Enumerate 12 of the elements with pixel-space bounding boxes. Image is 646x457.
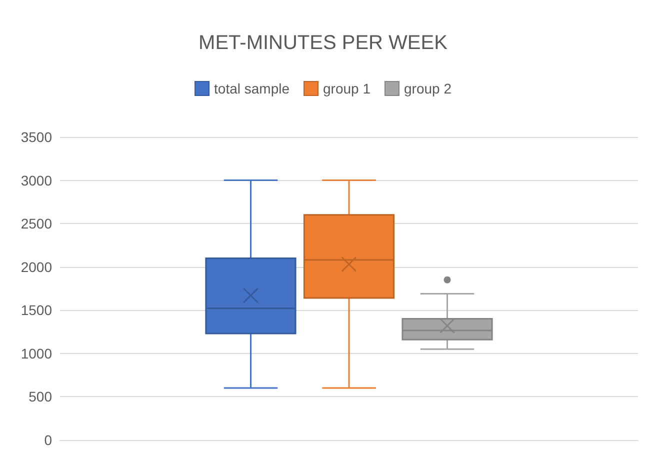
y-tick-label: 1500	[20, 302, 52, 318]
y-tick-label: 3500	[20, 129, 52, 145]
y-tick-label: 2500	[20, 216, 52, 232]
y-tick-label: 0	[44, 432, 52, 448]
y-tick-label: 500	[28, 388, 52, 405]
chart-title: MET-MINUTES PER WEEK	[198, 32, 448, 54]
legend-label: group 1	[323, 80, 371, 96]
y-tick-label: 3000	[20, 172, 52, 188]
legend-label: group 2	[404, 80, 452, 96]
y-tick-label: 1000	[20, 345, 52, 362]
legend-label: total sample	[214, 80, 290, 96]
y-tick-label: 2000	[20, 258, 52, 275]
